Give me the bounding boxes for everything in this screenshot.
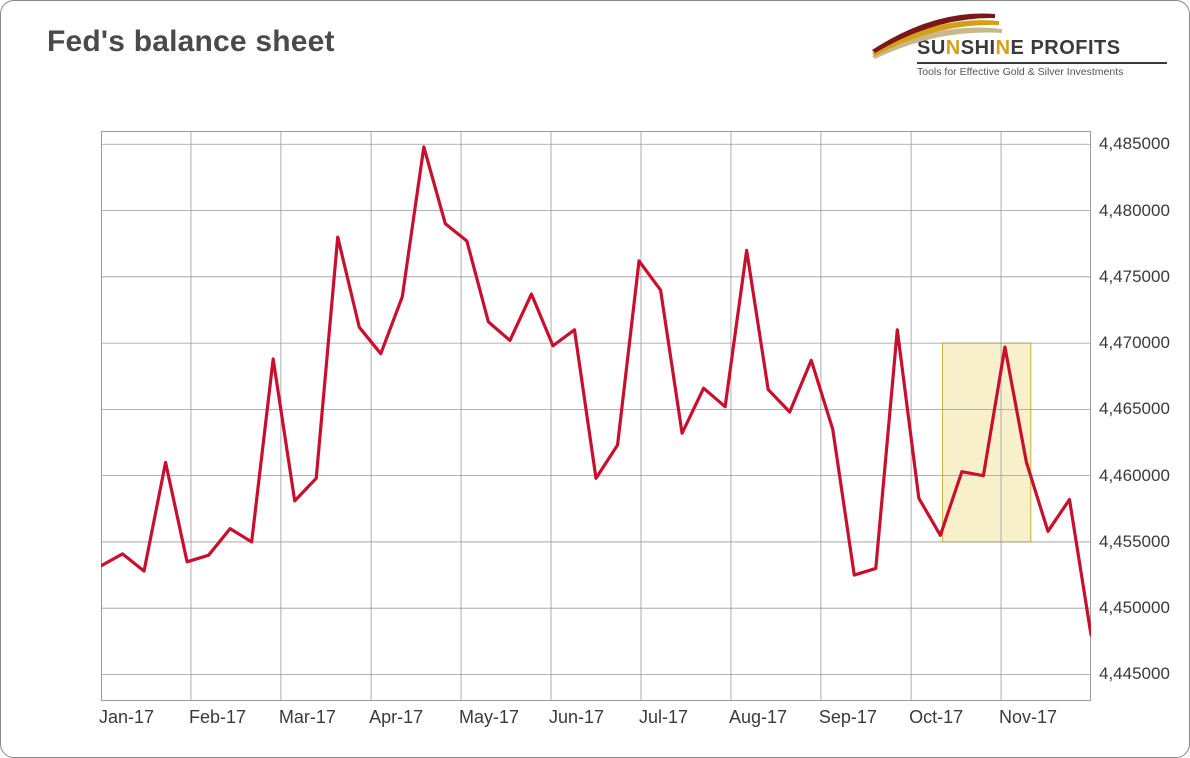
x-tick-label: Aug-17 <box>729 707 787 728</box>
x-tick-label: Mar-17 <box>279 707 336 728</box>
y-tick-label: 4,475000 <box>1099 267 1170 287</box>
logo-swoosh-icon <box>867 11 1007 61</box>
x-tick-label: Jul-17 <box>639 707 688 728</box>
brand-logo: SUNSHINE PROFITS Tools for Effective Gol… <box>917 37 1167 78</box>
y-tick-label: 4,480000 <box>1099 201 1170 221</box>
y-tick-label: 4,450000 <box>1099 598 1170 618</box>
y-tick-label: 4,470000 <box>1099 333 1170 353</box>
y-tick-label: 4,445000 <box>1099 664 1170 684</box>
y-tick-label: 4,455000 <box>1099 532 1170 552</box>
x-tick-label: Oct-17 <box>909 707 963 728</box>
x-axis-labels: Jan-17 Feb-17 Mar-17 Apr-17 May-17 Jun-17 Jul-… <box>101 707 1091 747</box>
y-tick-label: 4,460000 <box>1099 466 1170 486</box>
x-tick-label: May-17 <box>459 707 519 728</box>
logo-subtitle: Tools for Effective Gold & Silver Invest… <box>917 62 1167 78</box>
x-tick-label: Sep-17 <box>819 707 877 728</box>
x-tick-label: Jan-17 <box>99 707 154 728</box>
line-chart <box>101 131 1091 701</box>
y-tick-label: 4,485000 <box>1099 134 1170 154</box>
chart-card: Fed's balance sheet SUNSHINE PROFITS Too… <box>0 0 1190 758</box>
x-tick-label: Feb-17 <box>189 707 246 728</box>
chart-title: Fed's balance sheet <box>47 25 335 59</box>
x-tick-label: Apr-17 <box>369 707 423 728</box>
x-tick-label: Jun-17 <box>549 707 604 728</box>
x-tick-label: Nov-17 <box>999 707 1057 728</box>
chart-plot-area <box>101 131 1091 701</box>
y-tick-label: 4,465000 <box>1099 399 1170 419</box>
y-axis-labels: 4,445000 4,450000 4,455000 4,460000 4,465000… <box>1099 131 1189 701</box>
